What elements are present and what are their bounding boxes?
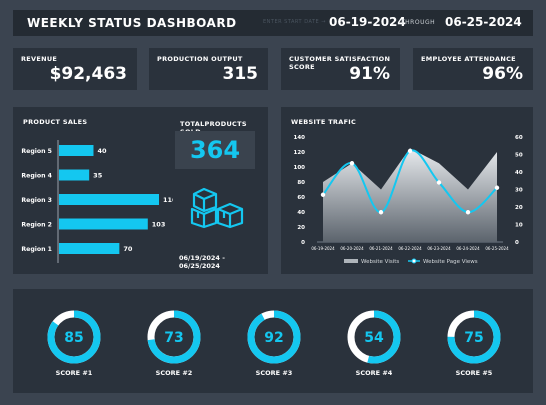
right-axis-tick: 20 [515,205,523,211]
left-axis-tick: 0 [301,240,305,246]
left-axis-tick: 60 [297,195,305,201]
score-gauge-2: 73 SCORE #2 [144,307,204,391]
page-views-point [494,185,500,190]
gauge-fill [247,310,301,364]
total-products-value: 364 [175,131,255,169]
legend-views: Website Page Views [423,259,478,265]
bar-value-label: 35 [93,172,103,180]
x-axis-tick: 06-25-2024 [485,246,509,251]
bar-value-label: 116 [163,196,173,204]
kpi-label: PRODUCTION OUTPUT [157,55,243,63]
score-gauge-1: 85 SCORE #1 [44,307,104,391]
x-axis-tick: 06-24-2024 [456,246,480,251]
kpi-value: 315 [222,64,259,84]
score-label: SCORE #5 [455,369,493,377]
scores-panel: 85 SCORE #1 73 SCORE #2 92 SCORE #3 54 SCORE #4… [13,289,533,393]
bar-region-1 [59,243,120,254]
kpi-card-attendance: EMPLOYEE ATTENDANCE 96% [413,48,533,90]
boxes-icon [190,187,244,229]
kpi-value: 91% [349,64,390,84]
bar-value-label: 70 [123,245,133,253]
kpi-card-revenue: REVENUE $92,463 [13,48,137,90]
kpi-card-satisfaction: CUSTOMER SATISFACTION SCORE 91% [281,48,400,90]
bar-value-label: 40 [97,147,107,155]
end-date-field[interactable]: 06-25-2024 [445,15,522,29]
start-date-label: ENTER START DATE → [263,19,326,25]
x-axis-tick: 06-19-2024 [311,246,335,251]
gauge-fill [47,310,101,364]
right-axis-tick: 10 [515,223,523,229]
header-bar: WEEKLY STATUS DASHBOARD ENTER START DATE… [13,10,533,36]
page-views-point [349,161,355,166]
right-axis-tick: 0 [515,240,519,246]
bar-category-label: Region 2 [21,222,52,229]
legend-visits: Website Visits [361,259,399,265]
right-axis-tick: 30 [515,188,523,194]
page-title: WEEKLY STATUS DASHBOARD [27,16,237,30]
product-sales-panel: PRODUCT SALES Region 5 40 Region 4 35 Region… [13,107,268,274]
product-sales-date-range: 06/19/2024 - 06/25/2024 [179,254,225,270]
left-axis-tick: 140 [294,135,306,141]
left-axis-tick: 100 [294,165,306,171]
x-axis-tick: 06-23-2024 [427,246,451,251]
product-sales-chart: Region 5 40 Region 4 35 Region 3 116 Region 2 1… [21,140,173,263]
right-axis-tick: 40 [515,170,523,176]
bar-category-label: Region 5 [21,148,52,155]
left-axis-tick: 20 [297,225,305,231]
score-value: 73 [164,330,183,346]
kpi-value: $92,463 [49,64,127,84]
gauge-fill [347,310,401,364]
bar-region-4 [59,169,90,181]
x-axis-tick: 06-20-2024 [340,246,364,251]
gauge-fill [447,310,501,364]
score-gauge-5: 75 SCORE #5 [444,307,504,391]
bar-region-5 [59,145,94,156]
website-visits-area [323,148,497,242]
page-views-point [378,210,384,215]
kpi-label: CUSTOMER SATISFACTION SCORE [289,55,391,71]
right-axis-tick: 60 [515,135,523,141]
score-value: 75 [464,330,483,346]
kpi-card-production: PRODUCTION OUTPUT 315 [149,48,268,90]
kpi-label: EMPLOYEE ATTENDANCE [421,55,516,63]
left-axis-tick: 80 [297,180,305,186]
start-date-field[interactable]: 06-19-2024 [329,15,406,29]
score-label: SCORE #3 [255,369,293,377]
bar-category-label: Region 3 [21,197,52,204]
bar-value-label: 103 [152,221,166,229]
page-views-point [320,192,326,197]
page-views-point [465,210,471,215]
kpi-label: REVENUE [21,55,58,63]
page-views-point [407,148,413,154]
score-gauge-4: 54 SCORE #4 [344,307,404,391]
score-value: 92 [264,330,283,346]
left-axis-tick: 40 [297,210,305,216]
website-traffic-panel: WEBSITE TRAFIC 0 20 40 60 80 100 120 140 0 10 20 30… [281,107,533,274]
website-traffic-chart: 0 20 40 60 80 100 120 140 0 10 20 30 40 50 60 06-19-202… [294,135,523,265]
left-axis-tick: 120 [294,150,306,156]
bar-category-label: Region 1 [21,246,52,253]
legend-visits-swatch [344,259,358,263]
x-axis-tick: 06-22-2024 [398,246,422,251]
product-sales-title: PRODUCT SALES [23,118,88,126]
right-axis-tick: 50 [515,153,523,159]
kpi-value: 96% [482,64,523,84]
bar-region-2 [59,218,148,230]
score-gauge-3: 92 SCORE #3 [244,307,304,391]
x-axis-tick: 06-21-2024 [369,246,393,251]
bar-region-3 [59,194,159,205]
gauge-fill [147,310,201,364]
bar-category-label: Region 4 [21,173,52,180]
page-views-point [436,180,442,185]
score-value: 85 [64,330,83,346]
score-label: SCORE #2 [155,369,193,377]
score-value: 54 [364,330,384,346]
website-traffic-title: WEBSITE TRAFIC [291,118,357,126]
score-label: SCORE #4 [355,369,393,377]
through-label: THROUGH [401,19,436,26]
score-label: SCORE #1 [55,369,93,377]
